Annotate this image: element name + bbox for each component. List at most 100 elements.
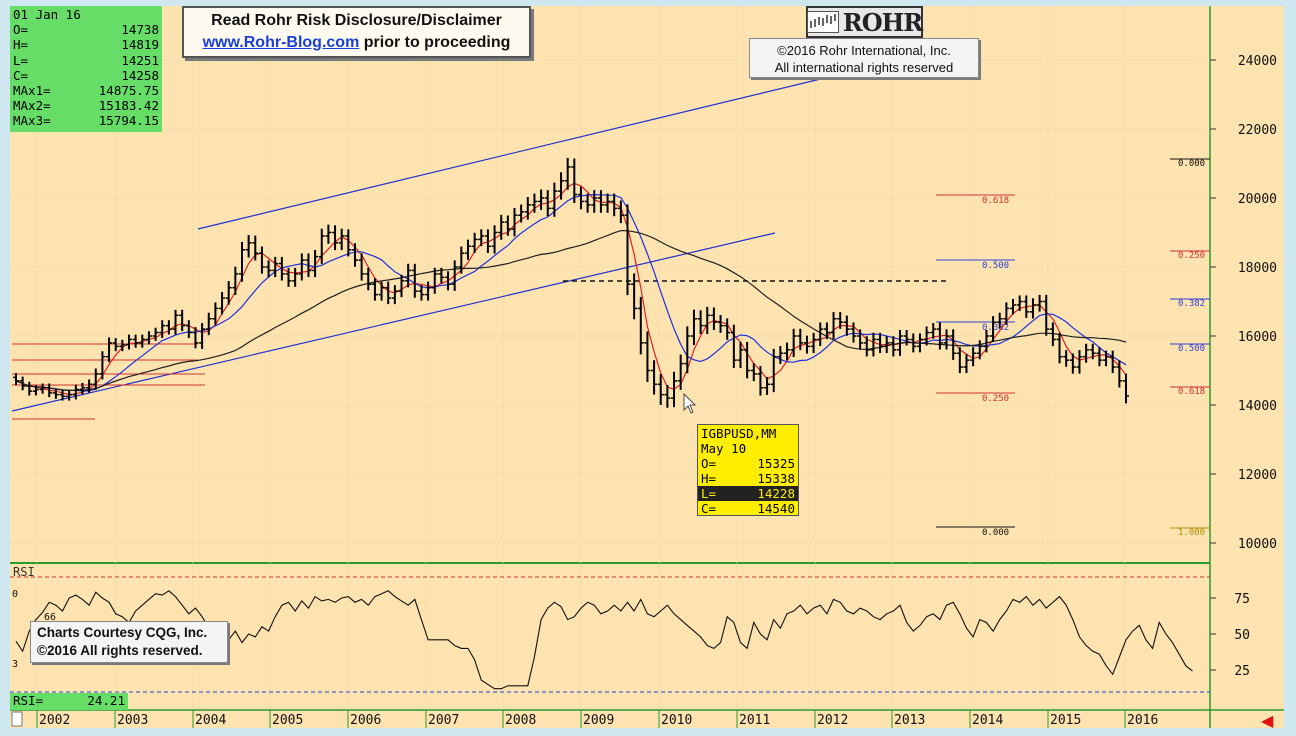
fib-label: 0.250 bbox=[982, 394, 1009, 404]
ohlc-row: O= 14738 bbox=[13, 22, 159, 38]
ohlc-bar bbox=[544, 190, 551, 217]
scroll-back-arrow-icon[interactable]: ◀ bbox=[1261, 713, 1274, 730]
ohlc-bar bbox=[690, 309, 697, 346]
ohlc-bar bbox=[744, 341, 751, 379]
ohlc-bar bbox=[710, 307, 717, 331]
ohlc-bar bbox=[238, 241, 245, 282]
scroll-left-handle[interactable] bbox=[11, 711, 23, 727]
ohlc-bar bbox=[857, 329, 864, 350]
disclaimer-line2: www.Rohr-Blog.com prior to proceeding bbox=[202, 34, 511, 51]
rsi-axis: 75 50 25 bbox=[1210, 592, 1250, 679]
ohlc-bar bbox=[125, 334, 132, 350]
ohlc-bar bbox=[172, 309, 179, 335]
fib-label: 0.618 bbox=[1178, 387, 1205, 397]
ohlc-bar bbox=[611, 193, 618, 217]
rohr-blog-link[interactable]: www.Rohr-Blog.com bbox=[202, 34, 360, 51]
fib-label: 0.500 bbox=[1178, 344, 1205, 354]
ohlc-bar bbox=[976, 340, 983, 360]
ohlc-bar bbox=[684, 326, 691, 374]
ohlc-bar bbox=[817, 322, 824, 347]
ohlc-bar bbox=[843, 315, 850, 336]
ohlc-bar bbox=[464, 239, 471, 260]
ohlc-bar bbox=[345, 229, 352, 257]
rsi-value: 24.21 bbox=[87, 693, 125, 708]
ohlc-bar bbox=[671, 371, 678, 408]
ohlc-bar bbox=[338, 228, 345, 251]
ohlc-bar bbox=[32, 385, 39, 396]
ohlc-bar bbox=[597, 190, 604, 213]
ohlc-bar bbox=[72, 384, 79, 400]
ohlc-bar bbox=[265, 260, 272, 278]
ohlc-bar bbox=[1063, 350, 1070, 367]
fib-label: 0.618 bbox=[982, 196, 1009, 206]
rsi-axis-partial: 0 bbox=[12, 589, 18, 600]
x-axis: 2002 2003 2004 2005 2006 2007 2008 2009 2010 2011… bbox=[36, 710, 1158, 728]
x-tick-label: 2005 bbox=[272, 713, 303, 728]
ohlc-bar bbox=[877, 332, 884, 353]
ohlc-bar bbox=[604, 193, 611, 213]
ohlc-bar bbox=[431, 267, 438, 294]
courtesy-notice: Charts Courtesy CQG, Inc. ©2016 All righ… bbox=[30, 621, 228, 663]
quote-row: O= 15325 bbox=[701, 456, 795, 471]
ohlc-bar bbox=[524, 197, 531, 220]
ohlc-bar bbox=[1010, 298, 1017, 315]
ohlc-bar bbox=[165, 320, 172, 335]
ohlc-bar bbox=[983, 329, 990, 353]
price-bars[interactable] bbox=[13, 157, 1129, 408]
ohlc-bar bbox=[484, 229, 491, 253]
ohlc-bar bbox=[830, 312, 837, 340]
ohlc-bar bbox=[1069, 353, 1076, 374]
copyright-line1: ©2016 Rohr International, Inc. bbox=[777, 43, 951, 58]
ohlc-bar bbox=[351, 243, 358, 267]
fib-label: 0.382 bbox=[982, 323, 1009, 333]
ohlc-bar bbox=[1103, 350, 1110, 367]
y-axis: 24000 22000 20000 18000 16000 14000 12000 10000 bbox=[1210, 54, 1277, 552]
ohlc-bar bbox=[950, 329, 957, 360]
ma-mid-line bbox=[15, 193, 1127, 392]
ohlc-bar bbox=[837, 312, 844, 329]
y-tick-label: 24000 bbox=[1238, 54, 1277, 69]
ohlc-bar bbox=[312, 250, 319, 278]
ohlc-bar bbox=[651, 360, 658, 395]
ohlc-bar bbox=[66, 390, 73, 401]
ohlc-bar bbox=[438, 267, 445, 284]
quote-row: H= 15338 bbox=[701, 471, 795, 486]
ohlc-bar bbox=[511, 208, 518, 237]
ohlc-row: H= 14819 bbox=[13, 37, 159, 53]
ohlc-bar bbox=[963, 354, 970, 374]
ohlc-bar bbox=[371, 278, 378, 301]
ohlc-bar bbox=[285, 267, 292, 287]
ohlc-bar bbox=[591, 190, 598, 213]
ohlc-bar bbox=[411, 263, 418, 298]
ma-slow-line bbox=[15, 229, 1127, 392]
x-axis-panel bbox=[10, 710, 1284, 728]
ohlc-bar bbox=[258, 246, 265, 274]
ohlc-bar bbox=[358, 253, 365, 281]
ohlc-bar bbox=[13, 373, 19, 386]
mouse-cursor-icon bbox=[683, 393, 696, 414]
x-tick-label: 2009 bbox=[583, 713, 614, 728]
ohlc-bar bbox=[916, 333, 923, 353]
courtesy-line1: Charts Courtesy CQG, Inc. bbox=[37, 625, 208, 640]
ohlc-bar bbox=[152, 327, 159, 341]
ohlc-bar bbox=[910, 333, 917, 353]
price-panel[interactable] bbox=[10, 6, 1210, 562]
ohlc-bar bbox=[192, 327, 199, 349]
fib-label: 0.500 bbox=[982, 261, 1009, 271]
x-tick-label: 2008 bbox=[505, 713, 536, 728]
ohlc-bar bbox=[39, 383, 46, 394]
ohlc-bar bbox=[930, 323, 937, 339]
x-tick-label: 2012 bbox=[817, 713, 848, 728]
y-tick-label: 12000 bbox=[1238, 468, 1277, 483]
ohlc-bar bbox=[132, 334, 139, 348]
ohlc-bar bbox=[1056, 332, 1063, 364]
ohlc-bar bbox=[717, 314, 724, 333]
ohlc-bar bbox=[1116, 360, 1123, 388]
ohlc-bar bbox=[79, 382, 86, 395]
fib-label: 0.382 bbox=[1178, 299, 1205, 309]
ohlc-bar bbox=[305, 253, 312, 278]
ohlc-bar bbox=[644, 331, 651, 382]
ohlc-bar bbox=[106, 337, 113, 363]
ohlc-bar bbox=[451, 260, 458, 291]
